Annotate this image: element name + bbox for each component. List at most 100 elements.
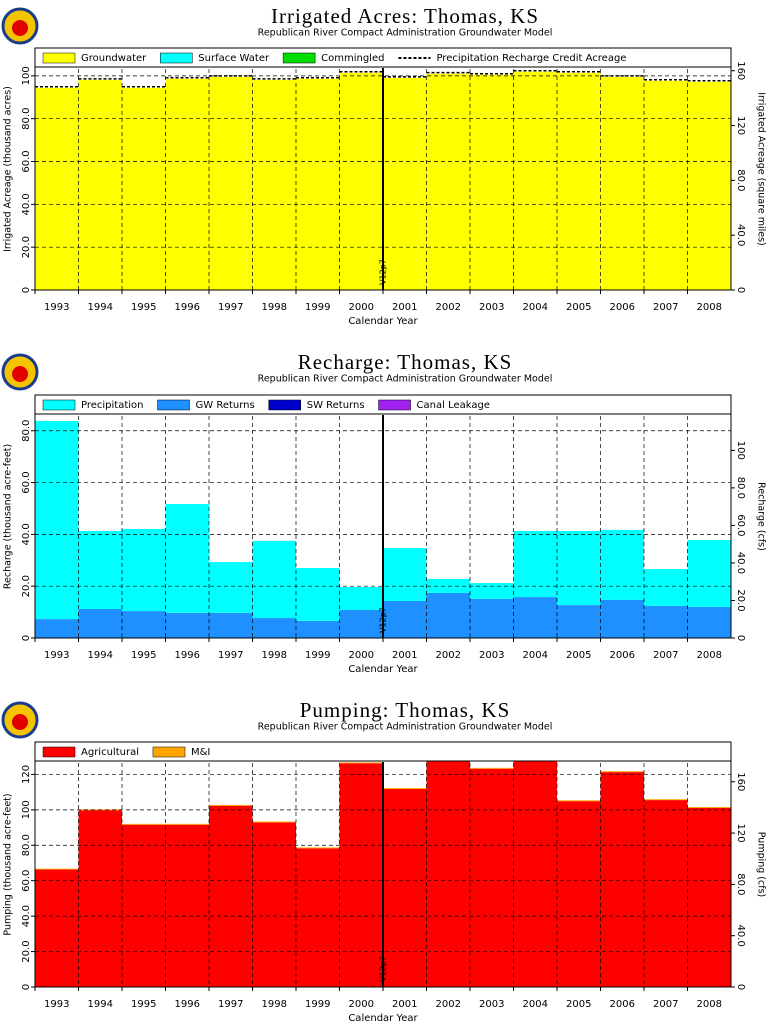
x-tick-label: 2002 [436,650,461,661]
plot-frame [34,394,732,639]
logo-apple [12,20,28,36]
y-tick-label: 60.0 [21,870,32,892]
bar-segment [383,788,427,789]
bar-segment [252,79,296,291]
legend-label: Canal Leakage [417,400,490,411]
bar-segment [470,767,514,769]
bar-segment [426,592,470,638]
y-axis-label: Pumping (thousand acre-feet) [3,793,14,935]
bar-segment [165,612,209,638]
y2-axis-label: Pumping (cfs) [756,832,767,898]
x-tick-label: 1997 [218,650,243,661]
chart-title: Recharge: Thomas, KS [298,350,513,374]
bar-segment [165,824,209,987]
bar-segment [252,821,296,823]
x-tick-label: 2006 [610,302,635,313]
bar-segment [600,599,644,638]
legend-label: GW Returns [196,400,255,411]
bar-segment [252,822,296,987]
x-tick-label: 2001 [392,302,417,313]
y2-tick-label: 40.0 [735,224,746,246]
bar-segment [600,772,644,987]
legend-swatch [42,746,76,758]
legend-swatch [42,399,76,411]
x-tick-label: 1998 [262,999,287,1010]
bar-segment [687,807,731,808]
bar-segment [513,597,557,638]
bar-segment [426,744,470,987]
x-tick-label: 1993 [44,302,69,313]
x-tick-label: 1993 [44,999,69,1010]
bar-segment [35,868,79,870]
x-tick-label: 1999 [305,650,330,661]
bar-segment [600,529,644,600]
x-tick-label: 2006 [610,999,635,1010]
chart-subtitle: Republican River Compact Administration … [258,28,553,39]
bar-segment [122,824,166,987]
bar-segment [470,598,514,638]
bar-segment [165,504,209,613]
x-tick-label: 2002 [436,302,461,313]
bar-segment [78,810,122,987]
x-tick-label: 2003 [479,999,504,1010]
x-tick-label: 1997 [218,302,243,313]
bar-segment [165,78,209,291]
bar-segment [557,801,601,987]
y-tick-label: 120 [21,765,32,784]
bar-segment [557,605,601,638]
legend-box [34,741,732,762]
y2-tick-label: 80.0 [735,873,746,895]
y-tick-label: 60.0 [21,471,32,493]
legend-label: Groundwater [81,53,147,64]
bar-segment [470,768,514,987]
y-tick-label: 80.0 [21,108,32,130]
legend-label: Agricultural [81,747,139,758]
bar-segment [252,540,296,619]
x-axis-label: Calendar Year [348,316,418,327]
legend-swatch [282,52,316,64]
x-tick-label: 1996 [175,999,200,1010]
y-tick-label: 100 [21,800,32,819]
bar-segment [687,606,731,638]
chart-subtitle: Republican River Compact Administration … [258,374,553,385]
legend-label: Surface Water [198,53,270,64]
y-tick-label: 0 [21,984,32,990]
y2-tick-label: 40.0 [735,552,746,574]
x-tick-label: 1995 [131,999,156,1010]
x-tick-label: 1999 [305,302,330,313]
x-tick-label: 2005 [566,650,591,661]
x-tick-label: 2008 [697,650,722,661]
bar-segment [122,87,166,291]
bar-segment [600,771,644,773]
bar-segment [644,605,688,638]
y-tick-label: 40.0 [21,905,32,927]
bar-segment [644,80,688,290]
logo-apple [12,714,28,730]
bar-segment [122,528,166,612]
bar-segment [687,81,731,291]
x-tick-label: 1999 [305,999,330,1010]
bar-segment [557,800,601,802]
x-tick-label: 1994 [88,999,113,1010]
x-axis-label: Calendar Year [348,664,418,675]
bar-segment [557,72,601,291]
y2-tick-label: 120 [735,116,746,135]
bar-segment [339,72,383,291]
bar-segment [78,531,122,609]
y-tick-label: 20.0 [21,236,32,258]
bar-segment [339,762,383,764]
bar-segment [35,420,79,620]
x-tick-label: 2002 [436,999,461,1010]
bar-segment [165,823,209,825]
bar-segment [600,76,644,291]
x-tick-label: 1998 [262,302,287,313]
y-tick-label: 20.0 [21,940,32,962]
legend-swatch [378,399,411,411]
bar-segment [252,618,296,638]
x-tick-label: 2003 [479,302,504,313]
y-axis-label: Recharge (thousand acre-feet) [3,444,14,589]
x-tick-label: 2000 [349,650,374,661]
bar-segment [383,77,427,290]
bar-segment [644,800,688,987]
x-tick-label: 1996 [175,302,200,313]
